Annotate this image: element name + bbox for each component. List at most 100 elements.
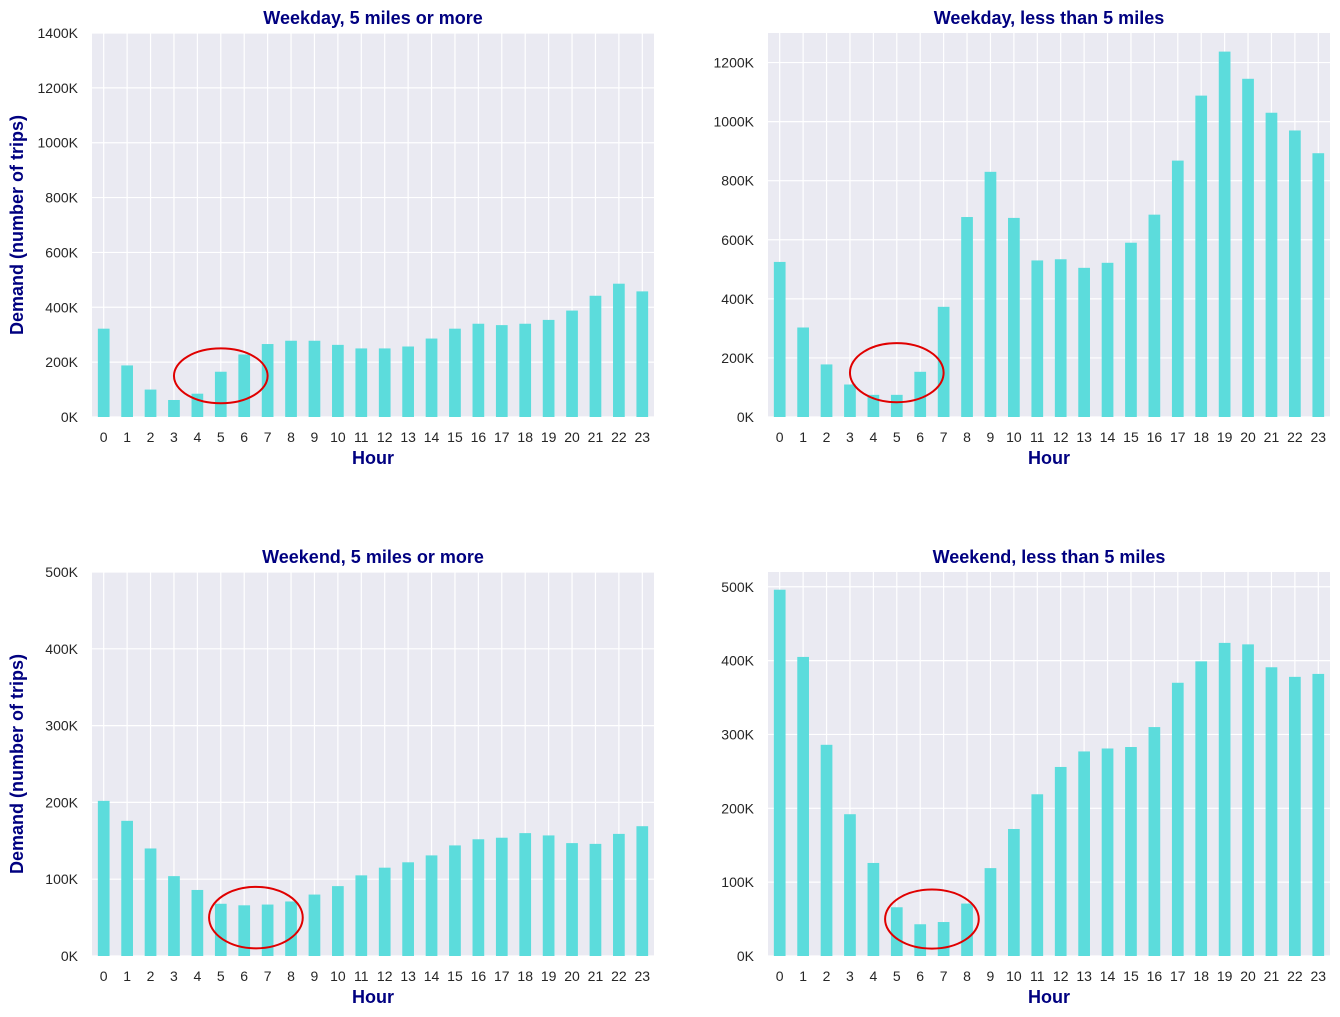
x-tick-label: 20 <box>1240 429 1256 445</box>
y-tick-label: 800K <box>45 190 78 206</box>
bar-hour-21 <box>589 843 602 956</box>
y-tick-label: 500K <box>721 579 754 595</box>
x-tick-label: 11 <box>1030 968 1045 984</box>
y-axis-label: Demand (number of trips) <box>7 115 27 335</box>
bar-hour-0 <box>97 800 110 956</box>
x-tick-label: 23 <box>635 429 651 445</box>
chart-title: Weekend, less than 5 miles <box>933 547 1166 567</box>
y-tick-label: 0K <box>61 948 79 964</box>
x-tick-label: 4 <box>193 968 201 984</box>
bar-hour-16 <box>1148 727 1161 956</box>
y-tick-label: 600K <box>45 244 78 260</box>
bar-hour-9 <box>984 868 997 956</box>
bar-hour-10 <box>1008 217 1020 417</box>
bar-hour-11 <box>1031 794 1044 956</box>
x-tick-label: 17 <box>1170 968 1186 984</box>
x-tick-label: 14 <box>1100 968 1116 984</box>
x-tick-label: 13 <box>400 968 416 984</box>
x-tick-label: 16 <box>471 968 487 984</box>
x-tick-label: 9 <box>987 968 995 984</box>
x-tick-label: 10 <box>330 968 346 984</box>
bar-hour-3 <box>844 384 856 417</box>
bar-hour-21 <box>1265 112 1278 417</box>
x-axis-label: Hour <box>1028 987 1070 1007</box>
y-tick-label: 200K <box>45 354 78 370</box>
x-tick-label: 6 <box>916 429 924 445</box>
chart-title: Weekend, 5 miles or more <box>262 547 484 567</box>
y-tick-label: 500K <box>45 564 78 580</box>
bar-hour-5 <box>890 907 903 956</box>
x-tick-label: 9 <box>311 968 319 984</box>
bar-hour-0 <box>773 261 786 417</box>
x-tick-label: 20 <box>1240 968 1256 984</box>
plot-background <box>768 572 1330 956</box>
x-tick-label: 2 <box>823 968 831 984</box>
bar-hour-12 <box>378 867 391 956</box>
x-tick-label: 21 <box>588 429 604 445</box>
x-tick-label: 21 <box>588 968 604 984</box>
y-tick-label: 400K <box>721 653 754 669</box>
bar-hour-15 <box>449 328 461 417</box>
x-tick-label: 2 <box>147 429 155 445</box>
chart-panel-4: 0 1 2 3 4 5 6 7 8 9 10 11 12 13 14 15 16 17 18 19 20 21 22 230K… <box>721 547 1330 1007</box>
y-tick-label: 1000K <box>38 135 79 151</box>
x-tick-label: 19 <box>541 968 557 984</box>
bar-hour-13 <box>402 862 414 956</box>
y-tick-label: 0K <box>61 409 79 425</box>
bar-hour-10 <box>1008 828 1020 956</box>
bar-hour-19 <box>1218 51 1231 418</box>
x-tick-label: 7 <box>940 968 948 984</box>
bar-hour-6 <box>914 924 927 956</box>
y-tick-label: 1400K <box>38 25 79 41</box>
x-tick-label: 0 <box>100 968 108 984</box>
x-tick-label: 2 <box>823 429 831 445</box>
x-tick-label: 19 <box>541 429 557 445</box>
x-tick-label: 6 <box>916 968 924 984</box>
bar-hour-6 <box>914 371 927 417</box>
bar-hour-21 <box>1265 667 1278 956</box>
bar-hour-6 <box>238 905 251 956</box>
bar-hour-5 <box>214 903 227 956</box>
bar-hour-3 <box>844 814 856 956</box>
chart-title: Weekday, less than 5 miles <box>934 8 1164 28</box>
bar-hour-18 <box>519 833 532 956</box>
bar-hour-8 <box>285 340 297 417</box>
y-tick-label: 400K <box>721 291 754 307</box>
x-tick-label: 22 <box>611 429 627 445</box>
x-tick-label: 4 <box>193 429 201 445</box>
x-tick-label: 18 <box>517 429 533 445</box>
x-tick-label: 1 <box>123 968 131 984</box>
x-tick-label: 16 <box>1147 429 1163 445</box>
bar-hour-20 <box>566 310 578 417</box>
x-tick-label: 5 <box>217 429 225 445</box>
x-tick-label: 20 <box>564 429 580 445</box>
x-tick-label: 11 <box>354 968 369 984</box>
x-tick-label: 3 <box>846 429 854 445</box>
x-tick-label: 18 <box>517 968 533 984</box>
bar-hour-1 <box>121 820 133 956</box>
x-tick-label: 22 <box>1287 968 1303 984</box>
x-tick-label: 19 <box>1217 429 1233 445</box>
bar-hour-5 <box>890 394 903 417</box>
x-tick-label: 4 <box>869 968 877 984</box>
bar-hour-14 <box>425 338 438 417</box>
x-tick-label: 12 <box>377 968 393 984</box>
bar-hour-15 <box>1125 747 1137 956</box>
x-tick-label: 9 <box>987 429 995 445</box>
x-tick-label: 7 <box>940 429 948 445</box>
bar-hour-0 <box>97 328 110 417</box>
y-tick-label: 800K <box>721 173 754 189</box>
y-tick-label: 200K <box>721 800 754 816</box>
bar-hour-13 <box>1078 267 1090 417</box>
bar-hour-6 <box>238 354 251 417</box>
x-tick-label: 23 <box>635 968 651 984</box>
bar-hour-4 <box>191 889 204 956</box>
bar-hour-23 <box>636 826 649 956</box>
x-tick-label: 20 <box>564 968 580 984</box>
bar-hour-17 <box>1171 160 1184 418</box>
annotation-ellipse <box>172 347 269 405</box>
y-tick-label: 1000K <box>714 114 755 130</box>
bar-hour-14 <box>425 855 438 956</box>
bar-hour-19 <box>542 835 555 956</box>
